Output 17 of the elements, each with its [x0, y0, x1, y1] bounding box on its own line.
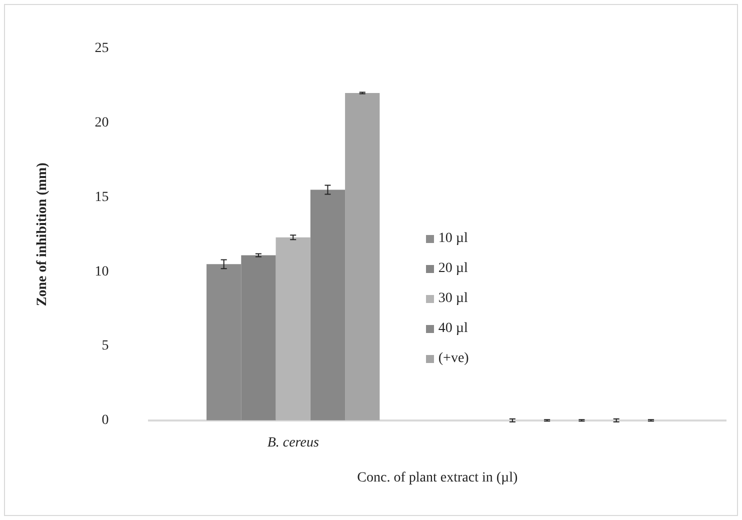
y-tick-label: 5 — [102, 338, 109, 354]
x-axis-title: Conc. of plant extract in (µl) — [357, 470, 518, 486]
legend-label: 30 µl — [438, 291, 468, 308]
legend-label: 40 µl — [438, 321, 468, 338]
y-tick-label: 10 — [94, 264, 109, 280]
bar — [310, 190, 346, 420]
y-tick-label: 25 — [94, 41, 109, 56]
bar — [276, 237, 310, 420]
legend-label: 10 µl — [438, 231, 468, 248]
legend-label: (+ve) — [438, 351, 469, 368]
y-tick-label: 15 — [94, 190, 109, 205]
y-tick-label: 20 — [94, 115, 109, 130]
y-axis-title: Zone of inhibition (mm) — [35, 162, 50, 306]
x-tick-label: B. cereus — [267, 435, 320, 450]
y-tick-label: 0 — [102, 413, 109, 428]
bar — [345, 93, 380, 420]
legend-label: 20 µl — [438, 261, 468, 278]
